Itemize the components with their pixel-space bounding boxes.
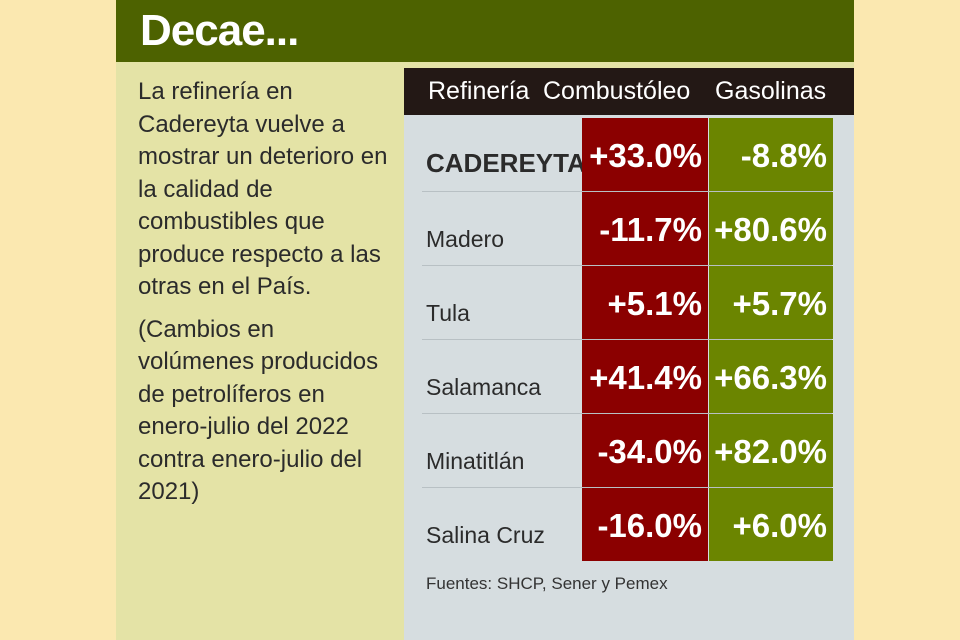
refinery-name: Minatitlán [426, 448, 525, 474]
column-header-combustoleo: Combustóleo [543, 77, 691, 105]
table-row: Salina Cruz -16.0% +6.0% [404, 488, 854, 562]
gasolinas-value: +66.3% [709, 340, 833, 413]
page-title: Decae... [140, 6, 299, 55]
title-bar: Decae... [116, 0, 854, 62]
row-divider [422, 413, 832, 414]
table-row: Salamanca +41.4% +66.3% [404, 340, 854, 414]
row-divider [422, 487, 832, 488]
column-header-refineria: Refinería [428, 77, 530, 105]
gasolinas-value: -8.8% [709, 118, 833, 191]
source-note: Fuentes: SHCP, Sener y Pemex [426, 574, 668, 593]
gasolinas-value: +82.0% [709, 414, 833, 487]
gasolinas-value: +6.0% [709, 488, 833, 561]
infographic-card: Decae... La refinería en Cadereyta vuelv… [116, 0, 854, 640]
combustoleo-value: +5.1% [582, 266, 708, 339]
gasolinas-value: +80.6% [709, 192, 833, 265]
table-panel: Refinería Combustóleo Gasolinas CADEREYT… [404, 68, 854, 640]
table-row: Minatitlán -34.0% +82.0% [404, 414, 854, 488]
description: La refinería en Cadereyta vuelve a mostr… [138, 76, 388, 519]
description-text: La refinería en Cadereyta vuelve a mostr… [138, 78, 388, 300]
combustoleo-value: +41.4% [582, 340, 708, 413]
table-row: Tula +5.1% +5.7% [404, 266, 854, 340]
table-row: Madero -11.7% +80.6% [404, 192, 854, 266]
row-divider [422, 339, 832, 340]
refinery-name: Salamanca [426, 374, 542, 400]
refinery-name: Tula [426, 300, 470, 326]
refinery-name: Madero [426, 226, 504, 252]
combustoleo-value: +33.0% [582, 118, 708, 191]
column-header-gasolinas: Gasolinas [715, 77, 827, 105]
refinery-name: CADEREYTA [426, 148, 586, 178]
gasolinas-value: +5.7% [709, 266, 833, 339]
combustoleo-value: -34.0% [582, 414, 708, 487]
description-note: (Cambios en volúmenes producidos de petr… [138, 315, 379, 506]
table-row: CADEREYTA +33.0% -8.8% [404, 118, 854, 192]
row-divider [422, 191, 832, 192]
row-divider [422, 265, 832, 266]
combustoleo-value: -11.7% [582, 192, 708, 265]
table-header: Refinería Combustóleo Gasolinas [404, 68, 854, 115]
combustoleo-value: -16.0% [582, 488, 708, 561]
refinery-name: Salina Cruz [426, 522, 545, 548]
